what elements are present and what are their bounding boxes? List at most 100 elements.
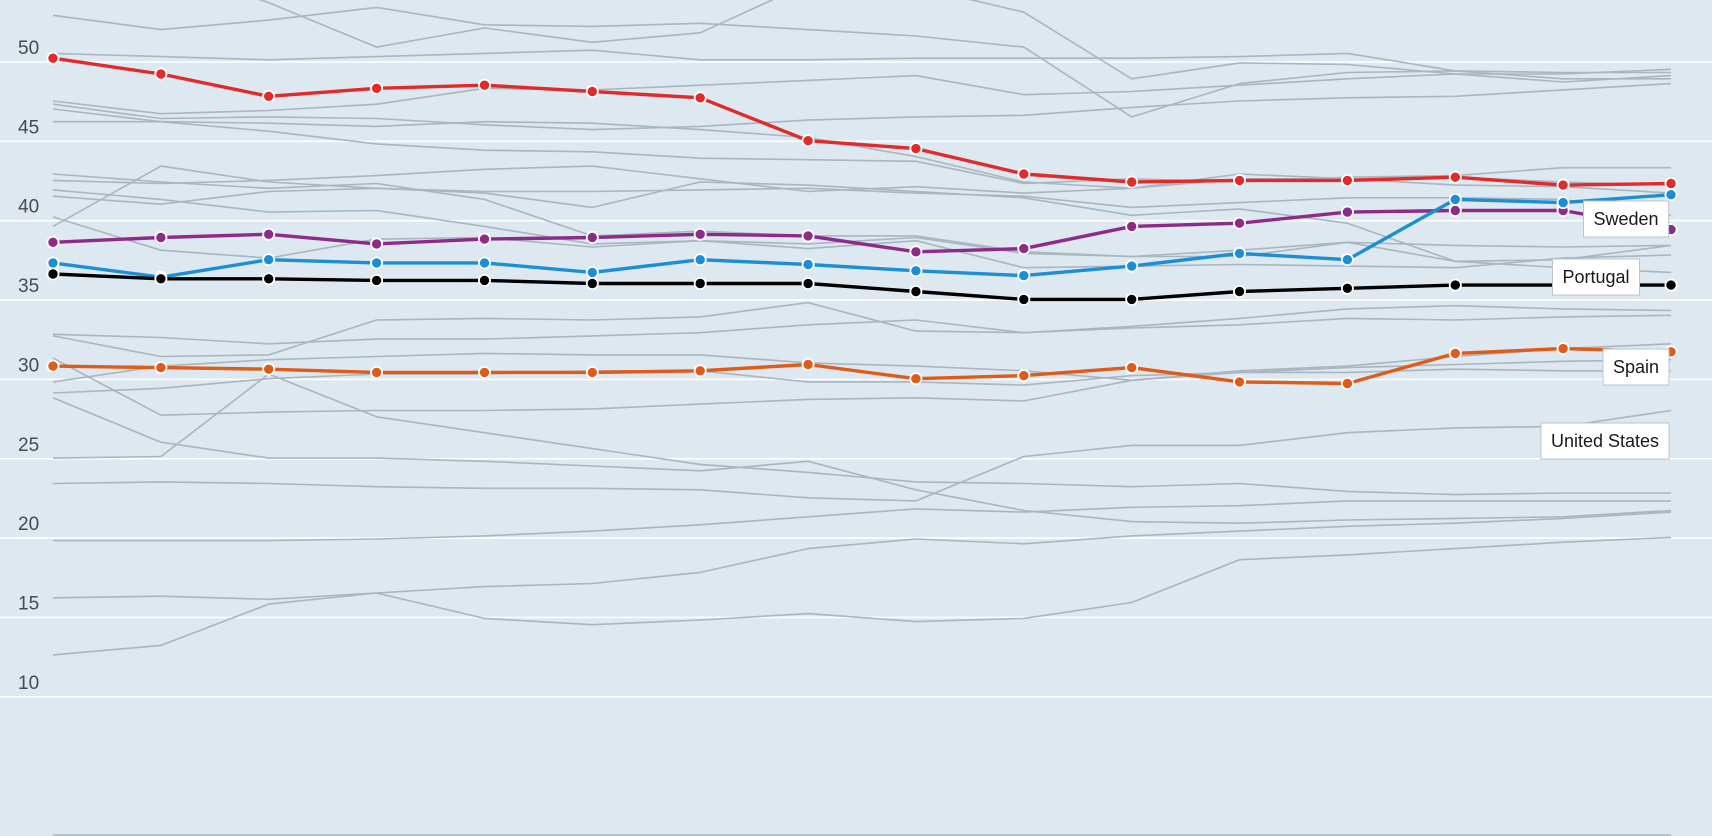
data-point-spain bbox=[370, 273, 384, 287]
series-line-spain bbox=[52, 272, 1671, 302]
data-point-portugal bbox=[1233, 246, 1247, 260]
callout-label-united-states: United States bbox=[1551, 431, 1659, 451]
data-point-united-states bbox=[46, 359, 60, 373]
data-point-purple bbox=[909, 245, 923, 259]
callout-box-spain bbox=[1602, 348, 1670, 386]
y-tick-label: 40 bbox=[18, 197, 39, 218]
data-point-sweden bbox=[1664, 176, 1678, 190]
context-series-line-21 bbox=[52, 373, 1671, 496]
data-point-portugal bbox=[370, 256, 384, 270]
context-series-line-25 bbox=[52, 536, 1672, 656]
data-point-sweden bbox=[585, 85, 599, 99]
data-point-purple bbox=[1448, 203, 1462, 217]
data-point-spain bbox=[1017, 292, 1031, 306]
data-point-portugal bbox=[262, 253, 276, 267]
context-series-line-8 bbox=[52, 108, 1671, 185]
series-purple bbox=[46, 203, 1678, 259]
data-point-purple bbox=[1017, 242, 1031, 256]
data-point-united-states bbox=[585, 365, 599, 379]
data-point-sweden bbox=[46, 51, 60, 65]
data-point-portugal bbox=[693, 253, 707, 267]
data-point-purple bbox=[585, 230, 599, 244]
data-point-spain bbox=[909, 284, 923, 298]
series-united-states bbox=[46, 342, 1678, 390]
data-point-portugal bbox=[1664, 188, 1678, 202]
context-series-line-3 bbox=[52, 6, 1671, 118]
data-point-portugal bbox=[1448, 192, 1462, 206]
context-series-line-2 bbox=[258, 0, 1672, 80]
series-line-united-states bbox=[52, 346, 1672, 386]
callout-sweden: Sweden bbox=[1583, 200, 1670, 238]
data-point-portugal bbox=[585, 265, 599, 279]
context-series-line-23 bbox=[53, 500, 1671, 542]
data-point-spain bbox=[1448, 278, 1462, 292]
data-point-purple bbox=[1125, 219, 1139, 233]
data-point-spain bbox=[693, 276, 707, 290]
data-point-sweden bbox=[693, 91, 707, 105]
data-point-united-states bbox=[1233, 375, 1247, 389]
data-point-sweden bbox=[801, 134, 815, 148]
data-point-portugal bbox=[477, 256, 491, 270]
data-point-sweden bbox=[909, 142, 923, 156]
data-point-purple bbox=[46, 235, 60, 249]
data-point-united-states bbox=[1125, 361, 1139, 375]
data-point-portugal bbox=[801, 257, 815, 271]
data-point-portugal bbox=[46, 256, 60, 270]
callout-united-states: United States bbox=[1540, 422, 1670, 460]
data-point-united-states bbox=[1448, 346, 1462, 360]
data-point-sweden bbox=[1017, 167, 1031, 181]
data-point-spain bbox=[1233, 284, 1247, 298]
callout-spain: Spain bbox=[1602, 348, 1670, 386]
y-axis-tick-labels: 10152025303540455055 bbox=[18, 38, 39, 694]
data-point-spain bbox=[1125, 292, 1139, 306]
data-point-spain bbox=[477, 273, 491, 287]
data-point-spain bbox=[154, 272, 168, 286]
data-point-purple bbox=[1340, 205, 1354, 219]
data-point-purple bbox=[370, 237, 384, 251]
data-point-purple bbox=[477, 232, 491, 246]
context-series-line-19 bbox=[52, 368, 1671, 394]
context-series-line-16 bbox=[52, 304, 1672, 345]
data-point-united-states bbox=[909, 372, 923, 386]
data-point-sweden bbox=[1448, 170, 1462, 184]
context-series-line-4 bbox=[52, 49, 1671, 80]
y-tick-label: 45 bbox=[18, 117, 39, 138]
data-point-portugal bbox=[1556, 196, 1570, 210]
data-point-purple bbox=[154, 230, 168, 244]
y-tick-label: 30 bbox=[18, 355, 39, 376]
data-point-spain bbox=[585, 276, 599, 290]
data-point-purple bbox=[262, 227, 276, 241]
data-point-sweden bbox=[1340, 173, 1354, 187]
callout-label-spain: Spain bbox=[1613, 357, 1659, 377]
data-point-sweden bbox=[477, 78, 491, 92]
series-portugal bbox=[46, 188, 1678, 284]
context-series-line-22 bbox=[52, 409, 1672, 502]
series-sweden bbox=[46, 51, 1678, 192]
context-series-line-6 bbox=[52, 82, 1672, 131]
data-point-portugal bbox=[909, 264, 923, 278]
context-series-line-13 bbox=[52, 165, 1672, 263]
y-tick-label: 25 bbox=[18, 435, 39, 456]
data-point-united-states bbox=[1017, 369, 1031, 383]
data-point-purple bbox=[1233, 216, 1247, 230]
data-point-spain bbox=[801, 276, 815, 290]
data-point-spain bbox=[1664, 278, 1678, 292]
y-tick-label: 50 bbox=[18, 38, 39, 59]
data-point-united-states bbox=[477, 365, 491, 379]
data-point-spain bbox=[262, 272, 276, 286]
data-point-sweden bbox=[370, 81, 384, 95]
data-point-united-states bbox=[693, 364, 707, 378]
y-tick-label: 10 bbox=[18, 673, 39, 694]
data-point-sweden bbox=[1233, 173, 1247, 187]
series-callouts: Sweden Portugal Spain United States bbox=[1540, 200, 1670, 460]
context-series-line-24 bbox=[52, 511, 1672, 601]
data-point-united-states bbox=[1556, 342, 1570, 356]
callout-box-sweden bbox=[1583, 200, 1670, 238]
context-series-line-12 bbox=[52, 187, 1672, 217]
data-point-united-states bbox=[262, 362, 276, 376]
series-line-portugal bbox=[52, 193, 1672, 279]
data-point-united-states bbox=[801, 357, 815, 371]
data-point-united-states bbox=[1340, 376, 1354, 390]
callout-label-sweden: Sweden bbox=[1593, 209, 1658, 229]
